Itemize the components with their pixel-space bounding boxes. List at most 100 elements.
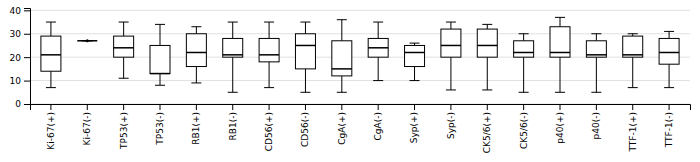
lower-whisker (523, 57, 524, 92)
box (77, 40, 97, 41)
lower-cap (119, 78, 129, 79)
upper-whisker (123, 22, 124, 36)
x-tick: CK5/6(+) (482, 104, 492, 153)
box (659, 38, 679, 64)
upper-whisker (596, 34, 597, 41)
box-plot (114, 22, 134, 78)
y-tick: 30 (10, 29, 30, 39)
lower-cap (446, 89, 456, 90)
x-tick-mark (123, 104, 124, 110)
x-tick-label: RB1(+) (191, 112, 201, 145)
upper-cap (228, 22, 238, 23)
median (441, 45, 461, 47)
box-plot (368, 22, 388, 81)
x-tick-mark (269, 104, 270, 110)
median (550, 52, 570, 54)
x-tick: TTF-1(-) (664, 104, 674, 148)
lower-cap (46, 87, 56, 88)
box (623, 36, 643, 57)
box-plot (186, 27, 206, 83)
x-tick-label: Ki-67(-) (82, 112, 92, 145)
upper-whisker (450, 22, 451, 29)
upper-cap (446, 22, 456, 23)
y-tick-mark (24, 104, 30, 105)
upper-whisker (523, 34, 524, 41)
upper-cap (155, 24, 165, 25)
upper-cap (410, 43, 420, 44)
y-tick: 10 (10, 76, 30, 86)
median (77, 40, 97, 42)
x-tick: p40(-) (591, 104, 601, 139)
x-tick-mark (160, 104, 161, 110)
upper-cap (337, 19, 347, 20)
y-axis-line (24, 9, 31, 105)
y-tick-mark (24, 81, 30, 82)
x-tick-mark (414, 104, 415, 110)
plot: 010203040Ki-67(+)Ki-67(-)TP53(+)TP53(-)R… (10, 6, 691, 154)
grid-line (30, 10, 690, 11)
box (186, 34, 206, 67)
box (259, 38, 279, 61)
box-plot (477, 24, 497, 90)
lower-cap (155, 85, 165, 86)
x-tick: CgA(-) (373, 104, 383, 140)
x-tick-label: TP53(-) (155, 112, 165, 146)
lower-cap (555, 92, 565, 93)
upper-cap (264, 22, 274, 23)
x-axis-line (31, 105, 691, 111)
y-tick-mark (24, 34, 30, 35)
grid-line (30, 33, 690, 34)
x-tick: CgA(+) (337, 104, 347, 145)
lower-cap (628, 87, 638, 88)
x-tick: p40(+) (555, 104, 565, 144)
x-tick-mark (196, 104, 197, 110)
x-tick-mark (50, 104, 51, 110)
lower-whisker (305, 69, 306, 92)
box (405, 45, 425, 66)
upper-whisker (487, 24, 488, 29)
box (368, 38, 388, 57)
lower-cap (228, 92, 238, 93)
upper-cap (119, 22, 129, 23)
lower-cap (482, 89, 492, 90)
lower-cap (664, 87, 674, 88)
x-tick: RB1(+) (191, 104, 201, 145)
median (150, 73, 170, 75)
x-tick-label: CgA(-) (373, 112, 383, 140)
lower-whisker (196, 67, 197, 83)
lower-whisker (123, 57, 124, 78)
median (586, 54, 606, 56)
upper-cap (628, 33, 638, 34)
y-tick: 40 (10, 6, 30, 16)
median (623, 54, 643, 56)
upper-cap (482, 24, 492, 25)
x-tick-label: CK5/6(+) (482, 112, 492, 153)
x-tick: Ki-67(-) (82, 104, 92, 145)
y-tick-label: 10 (10, 76, 22, 86)
upper-whisker (50, 22, 51, 36)
box (332, 41, 352, 76)
box (550, 27, 570, 57)
grid-line (30, 80, 690, 81)
x-tick-label: CD56(-) (300, 112, 310, 147)
x-tick-label: CK5/6(-) (519, 112, 529, 149)
y-tick-label: 20 (10, 53, 22, 63)
x-tick-mark (450, 104, 451, 110)
x-tick-mark (523, 104, 524, 110)
lower-cap (191, 82, 201, 83)
upper-whisker (669, 31, 670, 38)
upper-whisker (560, 17, 561, 26)
box (41, 36, 61, 71)
lower-cap (373, 80, 383, 81)
x-tick-label: RB1(-) (228, 112, 238, 140)
median (223, 54, 243, 56)
median (368, 47, 388, 49)
y-tick-mark (24, 57, 30, 58)
upper-cap (191, 26, 201, 27)
box (295, 34, 315, 69)
box-plot (259, 22, 279, 88)
y-tick-label: 0 (15, 99, 21, 109)
x-tick-mark (560, 104, 561, 110)
lower-whisker (269, 62, 270, 88)
median (259, 54, 279, 56)
